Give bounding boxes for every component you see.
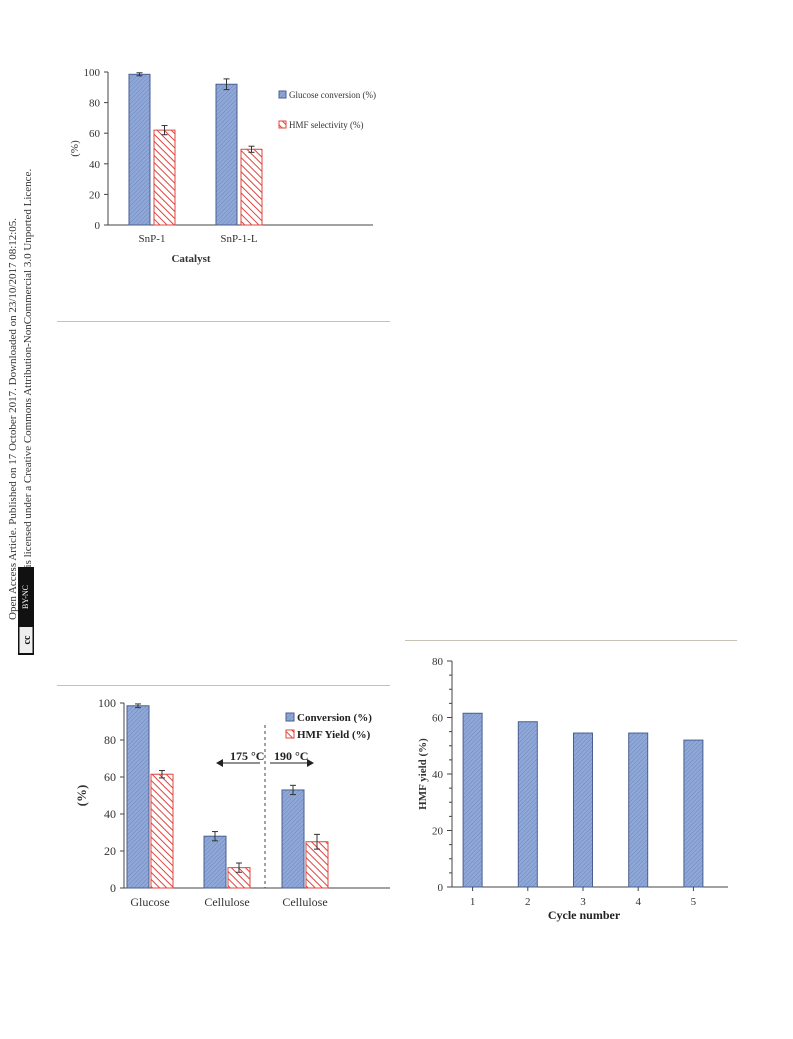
bar — [153, 129, 176, 226]
catalyst-chart: 0 20 40 60 80 100 (%) SnP-1 SnP-1-L Catalyst Gluco… — [69, 67, 376, 265]
x-axis-label: Catalyst — [171, 253, 210, 265]
y-tick-label: 20 — [104, 844, 116, 858]
y-tick-label: 40 — [432, 769, 444, 781]
y-axis-label: (%) — [69, 140, 81, 157]
bar — [128, 73, 151, 226]
x-tick-label: Cellulose — [282, 895, 327, 909]
license-line: This article is licensed under a Creativ… — [22, 168, 34, 620]
x-tick-label: SnP-1 — [139, 233, 166, 245]
bar — [281, 789, 305, 889]
legend-label: HMF Yield (%) — [297, 729, 371, 741]
x-tick-label: Cellulose — [204, 895, 249, 909]
y-tick-label: 60 — [104, 770, 116, 784]
y-tick-label: 0 — [438, 882, 444, 894]
y-tick-label: 80 — [89, 98, 101, 110]
y-tick-label: 0 — [95, 220, 101, 232]
y-tick-label: 100 — [98, 696, 116, 710]
legend-label: Conversion (%) — [297, 712, 372, 724]
y-tick-label: 80 — [432, 656, 444, 668]
recycling-chart: 0 20 40 60 80 HMF yield (%) 1 2 3 4 5 Cycle number — [417, 656, 728, 922]
section-divider — [57, 685, 390, 686]
legend-swatch — [278, 90, 287, 99]
y-tick-label: 40 — [89, 159, 101, 171]
x-tick-label: 1 — [470, 896, 476, 908]
arrow-right-head — [307, 759, 314, 767]
legend-label: Glucose conversion (%) — [289, 90, 376, 100]
annotation-temp-2: 190 °C — [274, 749, 308, 763]
bar — [573, 732, 593, 888]
bar — [517, 721, 538, 888]
x-tick-label: Glucose — [130, 895, 169, 909]
y-axis-label: (%) — [74, 785, 89, 807]
bar — [126, 705, 150, 889]
cc-by-nc-badge[interactable]: cc BY-NC — [18, 567, 34, 655]
bar — [203, 835, 227, 889]
x-tick-label: 3 — [580, 896, 586, 908]
bar — [462, 712, 483, 888]
y-tick-label: 60 — [89, 128, 101, 140]
cc-icon-label: cc — [22, 635, 33, 644]
arrow-left-head — [216, 759, 223, 767]
annotation-temp-1: 175 °C — [230, 749, 264, 763]
x-tick-label: 4 — [635, 896, 641, 908]
publication-line: Open Access Article. Published on 17 Oct… — [7, 217, 19, 620]
bar — [240, 148, 263, 226]
y-tick-label: 0 — [110, 881, 116, 895]
badge-label: BY-NC — [21, 585, 30, 609]
cc-icon — [19, 627, 33, 653]
legend-swatch — [285, 729, 295, 739]
y-tick-label: 60 — [432, 713, 444, 725]
license-text: Open Access Article. Published on 17 Oct… — [6, 0, 46, 620]
y-tick-label: 40 — [104, 807, 116, 821]
bar — [215, 83, 238, 226]
y-tick-label: 20 — [432, 826, 444, 838]
license-sidebar: Open Access Article. Published on 17 Oct… — [0, 0, 44, 1039]
substrate-chart: 0 20 40 60 80 100 (%) Glucose Cellulose Cellulose… — [74, 696, 390, 909]
legend-swatch — [278, 120, 287, 129]
x-axis-label: Cycle number — [548, 908, 621, 922]
x-tick-label: SnP-1-L — [220, 233, 258, 245]
bar — [683, 739, 704, 888]
y-axis-label: HMF yield (%) — [417, 738, 429, 810]
bar — [150, 773, 174, 889]
bar — [628, 732, 649, 888]
legend-label: HMF selectivity (%) — [289, 120, 364, 130]
legend-swatch — [285, 712, 295, 722]
x-tick-label: 5 — [691, 896, 697, 908]
section-divider — [405, 640, 737, 641]
x-tick-label: 2 — [525, 896, 531, 908]
y-tick-label: 100 — [84, 67, 101, 79]
section-divider — [57, 321, 390, 322]
y-tick-label: 80 — [104, 733, 116, 747]
y-tick-label: 20 — [89, 189, 101, 201]
